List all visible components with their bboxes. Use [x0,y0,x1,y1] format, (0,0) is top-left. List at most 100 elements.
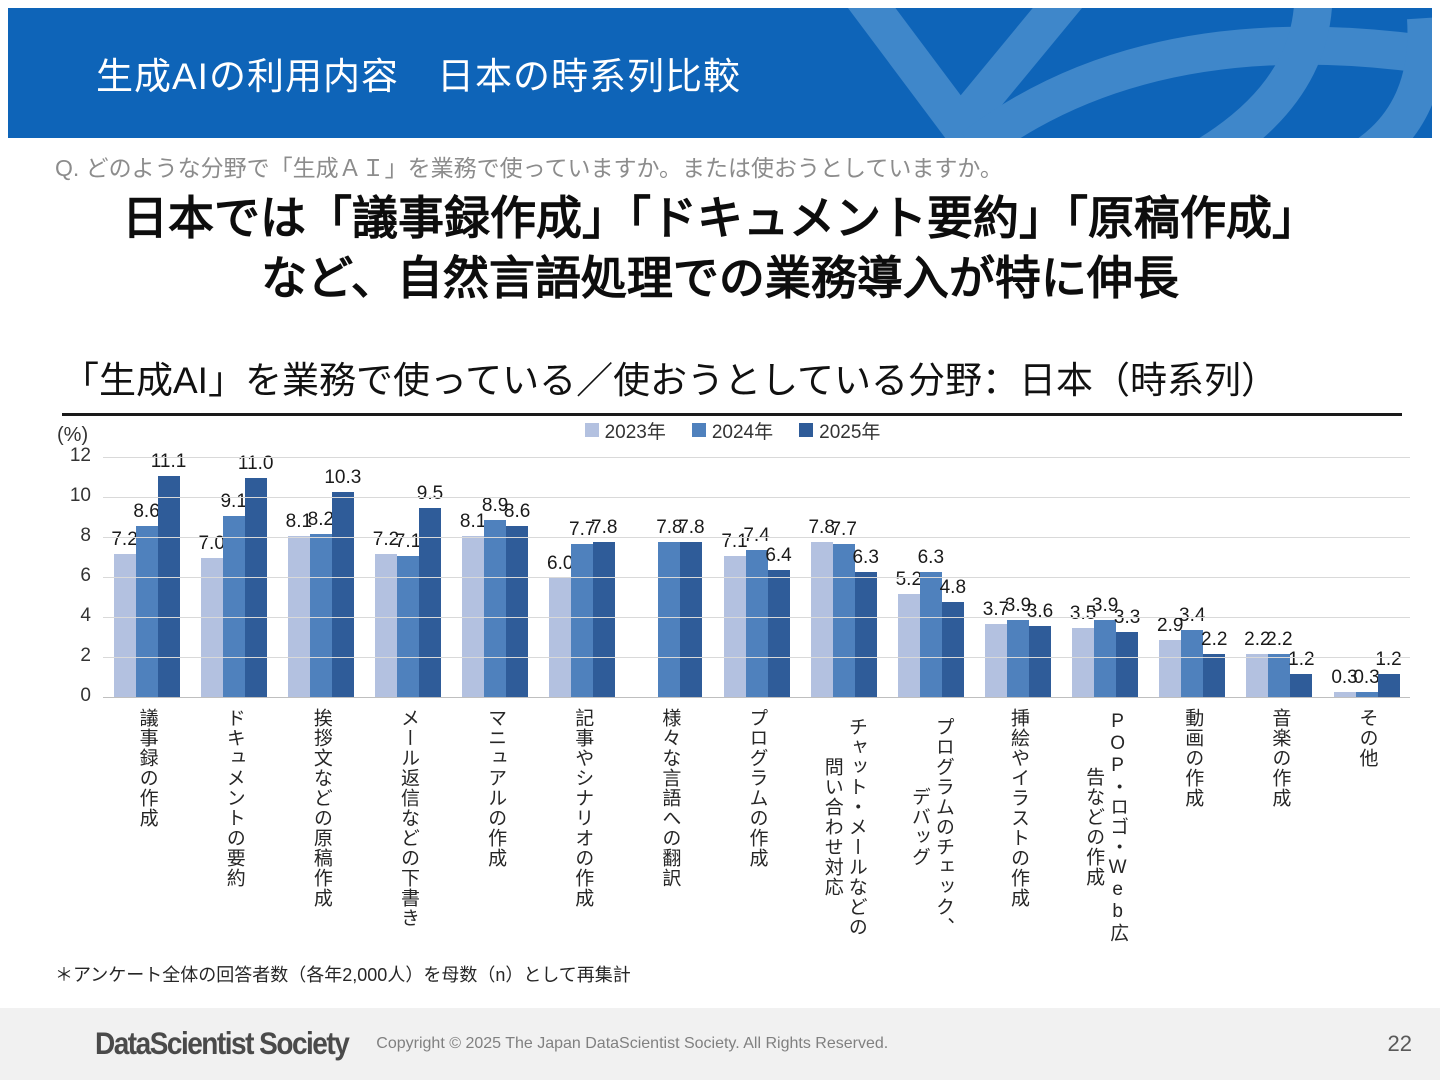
category-label: ドキュメントの要約 [223,708,245,888]
category-label: 挿絵やイラストの作成 [1007,708,1029,908]
category-label: マニュアルの作成 [485,708,507,868]
bar-value-label: 7.1 [721,531,748,552]
bar-value-label: 7.1 [394,531,422,552]
bar-value-label: 6.0 [547,553,574,574]
bar-value-label: 8.9 [481,495,509,516]
bar-value-label: 10.3 [324,467,362,488]
bar-value-label: 7.2 [111,529,138,550]
bar-value-label: 2.9 [1157,615,1184,636]
bar: 7.2 [111,529,138,698]
category-label: プログラムのチェック、デバッグ [908,717,954,937]
category-cell: POP・ロゴ・Web広告などの作成 [1062,708,1149,970]
bar-value-label: 7.8 [591,517,618,538]
bar-value-label: 9.1 [220,491,247,512]
bar: 8.6 [504,501,530,698]
bar-value-label: 11.1 [150,451,187,472]
x-axis-category-labels: 議事録の作成 ドキュメントの要約 挨拶文などの原稿作成 メール返信などの下書き マニュア… [103,708,1410,970]
bar-value-label: 8.2 [307,509,335,530]
bar: 7.8 [808,517,835,698]
bar: 4.8 [940,577,966,698]
bar-value-label: 3.5 [1069,603,1097,624]
bar-value-label: 7.7 [830,519,857,540]
bar-value-label: 6.3 [917,547,945,568]
bar: 7.4 [743,525,770,698]
bar-value-label: 1.2 [1375,649,1402,670]
bar-value-label: 8.1 [459,511,487,532]
bar-value-label: 9.5 [416,483,444,504]
bar-value-label: 7.2 [372,529,400,550]
header-decoration-arcs [847,8,1432,138]
legend-label: 2025年 [819,421,881,443]
bar: 11.0 [238,453,273,698]
page-number: 22 [1387,1031,1412,1056]
category-cell: その他 [1323,708,1410,970]
bar: 9.1 [220,491,247,698]
bar: 7.8 [591,517,617,698]
footnote: ＊アンケート全体の回答者数（各年2,000人）を母数（n）として再集計 [55,965,631,985]
category-label: 動画の作成 [1182,708,1204,808]
category-label: その他 [1356,708,1378,768]
bar: 2.9 [1157,615,1183,698]
y-axis-tick-label: 0 [80,685,91,706]
bar: 7.7 [569,519,595,698]
bar: 5.2 [896,569,922,698]
copyright-text: Copyright © 2025 The Japan DataScientist… [376,1035,889,1052]
bar-value-label: 3.4 [1179,605,1206,626]
bar-group: 8.1 8.9 8.6 [452,458,539,698]
organization-logo: DataScientist Society [95,1026,350,1061]
category-cell: ドキュメントの要約 [190,708,277,970]
bar: 9.5 [417,483,443,698]
bar: 11.1 [151,451,186,698]
bar-value-label: 3.9 [1004,595,1032,616]
plot-area: 7.2 8.6 11.1 7.0 9.1 11.0 8.1 8.2 10.3 7.2 7.1 9.5 8… [103,451,1410,698]
bar: 3.6 [1027,601,1053,698]
category-label: 挨拶文などの原稿作成 [310,708,332,908]
bar-value-label: 5.2 [895,569,923,590]
bar-chart: 2023年 2024年 2025年 (%) 7.2 8.6 11.1 7.0 9.1 11.0… [55,416,1410,970]
slide-footer: DataScientist Society Copyright © 2025 T… [0,1008,1440,1080]
bar: 0.3 [1331,667,1358,698]
bar-group: 0.3 0.3 1.2 [1323,458,1410,698]
bar: 6.3 [918,547,944,698]
bar-value-label: 7.8 [808,517,835,538]
bar: 7.8 [656,517,683,698]
legend-item: 2023年 [584,417,666,444]
bar-value-label: 7.4 [743,525,770,546]
y-axis-tick-label: 4 [80,605,91,626]
bar-value-label: 3.9 [1091,595,1119,616]
bar: 1.2 [1375,649,1402,698]
bar-value-label: 3.6 [1026,601,1054,622]
category-cell: 挿絵やイラストの作成 [974,708,1061,970]
headline-line-2: など、自然言語処理での業務導入が特に伸長 [261,252,1179,304]
bar: 3.3 [1114,607,1140,698]
gridline [103,577,1410,578]
bar-group: 8.1 8.2 10.3 [277,458,364,698]
category-label: プログラムの作成 [746,708,768,868]
bar-group: 5.2 6.3 4.8 [887,458,974,698]
legend-label: 2023年 [604,421,666,443]
category-cell: 動画の作成 [1149,708,1236,970]
bar: 7.8 [678,517,705,698]
category-label: 様々な言語への翻訳 [659,708,681,888]
category-cell: メール返信などの下書き [364,708,451,970]
category-label: 記事やシナリオの作成 [572,708,594,908]
y-axis-tick-label: 6 [80,565,91,586]
bar-value-label: 6.4 [765,545,792,566]
category-label: 議事録の作成 [136,708,158,828]
bar-group: 7.8 7.7 6.3 [800,458,887,698]
category-label: POP・ロゴ・Web広告などの作成 [1083,711,1129,943]
bar: 8.9 [482,495,508,698]
bar-value-label: 8.6 [503,501,531,522]
gridline [103,617,1410,618]
bar: 6.0 [547,553,573,698]
bar: 1.2 [1288,649,1315,698]
bar-value-label: 3.7 [982,599,1010,620]
bar-group: 7.2 8.6 11.1 [103,451,190,698]
legend-swatch-icon [584,423,599,437]
category-label: チャット・メールなどの問い合わせ対応 [821,717,867,937]
category-cell: プログラムのチェック、デバッグ [887,708,974,970]
category-cell: 様々な言語への翻訳 [626,708,713,970]
bar: 3.9 [1092,595,1118,698]
y-axis-unit-label: (%) [57,424,89,446]
category-cell: 記事やシナリオの作成 [539,708,626,970]
